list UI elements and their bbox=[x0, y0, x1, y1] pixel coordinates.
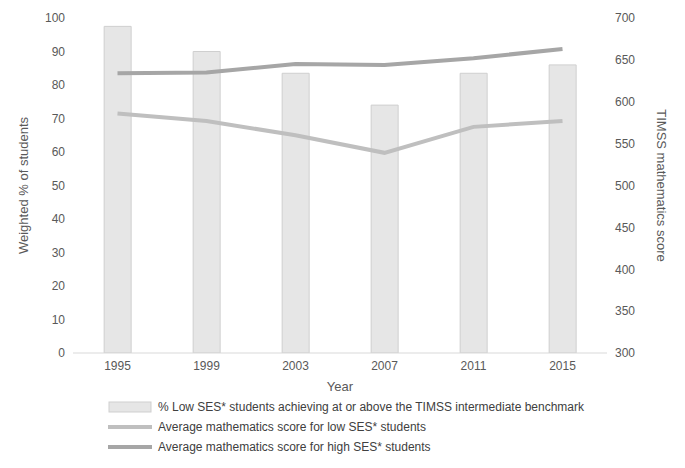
svg-text:10: 10 bbox=[52, 313, 66, 327]
svg-text:50: 50 bbox=[52, 179, 66, 193]
svg-text:60: 60 bbox=[52, 145, 66, 159]
svg-text:400: 400 bbox=[615, 263, 635, 277]
svg-text:350: 350 bbox=[615, 304, 635, 318]
svg-text:550: 550 bbox=[615, 137, 635, 151]
svg-text:TIMSS mathematics score: TIMSS mathematics score bbox=[654, 109, 669, 261]
html-text:% Low SES* students achieving: % Low SES* students achieving at or abov… bbox=[158, 400, 584, 414]
svg-text:Year: Year bbox=[327, 379, 354, 393]
svg-text:1999: 1999 bbox=[193, 359, 220, 373]
svg-text:Weighted % of students: Weighted % of students bbox=[16, 116, 31, 254]
svg-text:450: 450 bbox=[615, 221, 635, 235]
svg-text:2003: 2003 bbox=[282, 359, 309, 373]
svg-text:2015: 2015 bbox=[549, 359, 576, 373]
svg-text:40: 40 bbox=[52, 212, 66, 226]
svg-text:30: 30 bbox=[52, 246, 66, 260]
svg-text:0: 0 bbox=[58, 346, 65, 360]
svg-text:100: 100 bbox=[45, 11, 65, 25]
svg-text:600: 600 bbox=[615, 95, 635, 109]
html-text:Average mathematics score for: Average mathematics score for low SES* s… bbox=[158, 420, 426, 434]
svg-text:1995: 1995 bbox=[104, 359, 131, 373]
svg-text:2011: 2011 bbox=[461, 359, 487, 373]
svg-text:700: 700 bbox=[615, 11, 635, 25]
html-text:Average mathematics score for: Average mathematics score for high SES* … bbox=[158, 440, 431, 454]
svg-text:90: 90 bbox=[52, 45, 66, 59]
svg-text:2007: 2007 bbox=[371, 359, 398, 373]
svg-text:300: 300 bbox=[615, 346, 635, 360]
svg-text:650: 650 bbox=[615, 53, 635, 67]
svg-text:70: 70 bbox=[52, 112, 66, 126]
svg-text:80: 80 bbox=[52, 78, 66, 92]
svg-text:20: 20 bbox=[52, 279, 66, 293]
svg-text:500: 500 bbox=[615, 179, 635, 193]
